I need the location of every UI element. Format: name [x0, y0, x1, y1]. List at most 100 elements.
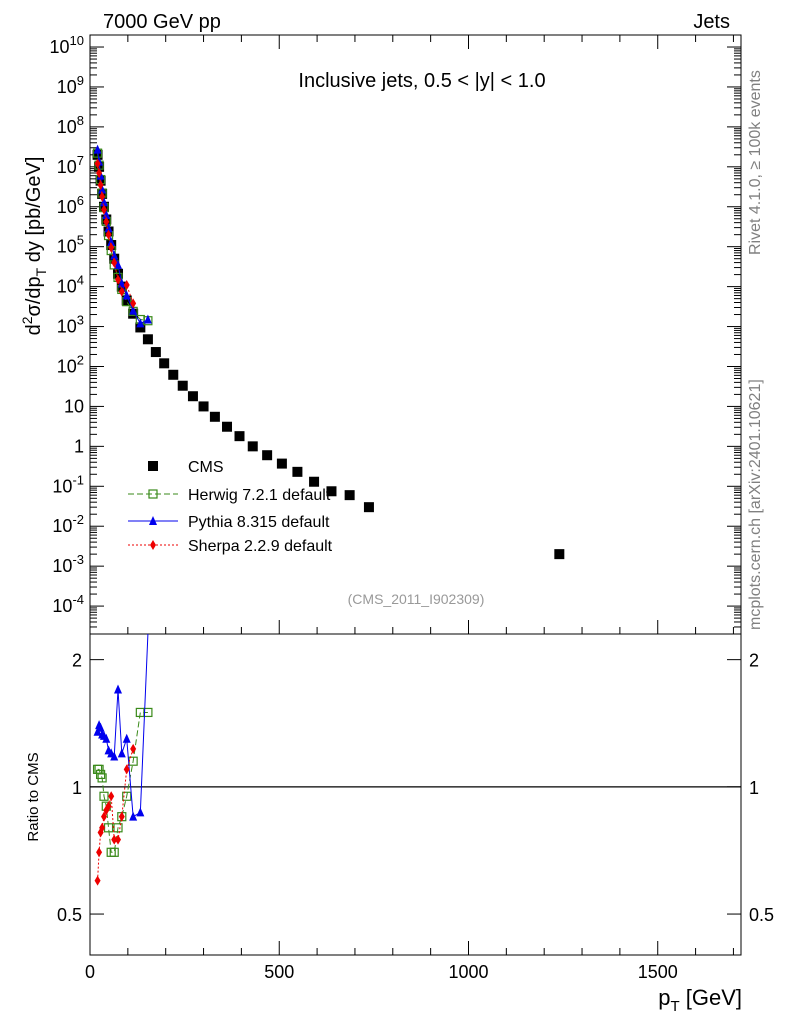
- data-point: [187, 391, 198, 402]
- data-point: [94, 875, 101, 886]
- data-point: [96, 722, 105, 732]
- main-y-axis-label: d2σ/dpT dy [pb/GeV]: [19, 157, 49, 336]
- x-tick-label: 1000: [448, 962, 488, 982]
- data-point: [107, 237, 116, 247]
- data-point: [94, 158, 101, 169]
- data-point: [93, 144, 102, 154]
- main-y-tick-label: 104: [57, 273, 84, 297]
- legend-label: CMS: [188, 459, 224, 476]
- data-point: [109, 847, 119, 857]
- ratio-y-tick-label-right: 1: [749, 778, 759, 798]
- main-y-tick-label: 1: [74, 436, 84, 456]
- main-y-tick-label: 10-2: [52, 512, 84, 536]
- main-y-tick-label: 103: [57, 313, 84, 337]
- data-point: [234, 431, 245, 442]
- data-point: [102, 210, 111, 220]
- main-y-tick-label: 10-3: [52, 552, 84, 576]
- data-point: [115, 274, 122, 285]
- ratio-y-tick-label: 0.5: [57, 905, 82, 925]
- main-panel: Inclusive jets, 0.5 < |y| < 1.0 (CMS_201…: [19, 33, 742, 635]
- data-point: [247, 441, 258, 452]
- x-axis-label: pT [GeV]: [658, 985, 742, 1015]
- data-point: [118, 811, 125, 822]
- data-point: [292, 466, 303, 477]
- data-point: [198, 401, 209, 412]
- data-point: [99, 191, 106, 202]
- main-y-tick-label: 102: [57, 352, 84, 376]
- data-point: [110, 751, 119, 761]
- main-y-tick-label: 10-4: [52, 592, 84, 616]
- data-point: [159, 358, 170, 369]
- legend: CMS Herwig 7.2.1 default Pythia 8.315 defa…: [128, 459, 333, 555]
- data-point: [209, 411, 220, 422]
- data-point: [97, 773, 107, 783]
- data-point: [105, 229, 112, 240]
- main-y-tick-label: 1010: [50, 33, 85, 57]
- data-point: [114, 684, 123, 694]
- data-point: [150, 540, 156, 550]
- ratio-y-tick-label-right: 0.5: [749, 905, 774, 925]
- data-point: [344, 490, 355, 501]
- data-point: [129, 305, 138, 315]
- ratio-plot-frame: [89, 633, 742, 956]
- data-point: [143, 314, 152, 324]
- data-point: [149, 516, 157, 525]
- main-y-tick-label: 10-1: [52, 472, 84, 496]
- data-point: [122, 290, 131, 300]
- data-point: [129, 811, 138, 821]
- series-2: [93, 144, 152, 328]
- data-point: [105, 801, 112, 812]
- data-point: [143, 707, 153, 718]
- data-point: [363, 502, 374, 513]
- data-point: [111, 257, 118, 268]
- main-title: Inclusive jets, 0.5 < |y| < 1.0: [298, 70, 545, 92]
- mcplots-label: mcplots.cern.ch [arXiv:2401.10621]: [747, 379, 764, 630]
- data-point: [103, 216, 110, 227]
- data-point: [113, 823, 123, 833]
- legend-label: Herwig 7.2.1 default: [188, 487, 331, 504]
- data-point: [101, 204, 108, 215]
- ratio-y-tick-label-right: 2: [749, 651, 759, 671]
- x-tick-label: 500: [264, 962, 294, 982]
- data-point: [123, 764, 130, 775]
- main-y-tick-label: 10: [64, 396, 84, 416]
- data-point: [148, 489, 158, 499]
- data-point: [110, 250, 119, 260]
- main-y-tick-label: 109: [57, 73, 84, 97]
- data-point: [117, 278, 126, 288]
- data-point: [96, 168, 103, 179]
- series-3: [94, 158, 137, 309]
- data-point: [108, 242, 115, 253]
- analysis-watermark: (CMS_2011_I902309): [348, 591, 485, 607]
- data-point: [554, 549, 565, 560]
- legend-label: Sherpa 2.2.9 default: [188, 538, 333, 555]
- data-point: [123, 279, 130, 290]
- header-jets-label: Jets: [693, 11, 730, 33]
- data-point: [97, 180, 104, 191]
- legend-label: Pythia 8.315 default: [188, 514, 330, 531]
- data-point: [118, 286, 125, 297]
- data-point: [108, 791, 115, 802]
- main-y-tick-label: 108: [57, 113, 84, 137]
- data-point: [114, 259, 123, 269]
- data-point: [262, 450, 273, 461]
- main-y-tick-label: 105: [57, 233, 84, 257]
- main-y-tick-label: 107: [57, 153, 84, 177]
- data-point: [177, 380, 188, 391]
- data-point: [135, 322, 146, 333]
- data-point: [98, 184, 107, 194]
- data-point: [122, 791, 132, 801]
- data-point: [276, 458, 287, 469]
- data-point: [130, 298, 137, 309]
- header-energy-label: 7000 GeV pp: [103, 11, 221, 33]
- data-point: [142, 334, 153, 345]
- ratio-y-axis-label: Ratio to CMS: [25, 752, 42, 841]
- data-point: [102, 733, 111, 743]
- data-point: [121, 295, 132, 306]
- data-point: [100, 197, 109, 207]
- x-tick-label: 1500: [638, 962, 678, 982]
- data-point: [309, 476, 320, 487]
- ratio-series-1: [93, 633, 149, 821]
- rivet-label: Rivet 4.1.0, ≥ 100k events: [747, 70, 764, 255]
- data-point: [104, 223, 113, 233]
